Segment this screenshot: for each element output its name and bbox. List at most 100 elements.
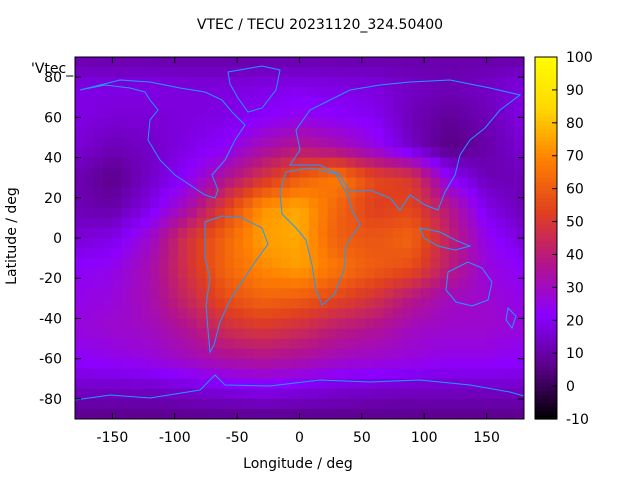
heatmap-cell: [121, 408, 132, 419]
heatmap-cell: [308, 137, 319, 149]
heatmap-cell: [103, 378, 114, 390]
heatmap-cell: [149, 298, 160, 309]
colorbar-tick-label: 20: [566, 313, 584, 329]
heatmap-cell: [374, 378, 385, 390]
heatmap-cell: [411, 207, 422, 219]
heatmap-cell: [262, 167, 273, 179]
heatmap-cell: [290, 67, 301, 78]
heatmap-cell: [290, 167, 301, 179]
heatmap-cell: [187, 77, 198, 88]
heatmap-cell: [168, 348, 179, 360]
heatmap-cell: [393, 278, 403, 289]
heatmap-cell: [439, 57, 450, 68]
heatmap-cell: [346, 328, 357, 340]
heatmap-cell: [336, 368, 347, 380]
heatmap-cell: [280, 107, 291, 118]
heatmap-cell: [187, 197, 198, 209]
heatmap-cell: [514, 157, 524, 169]
heatmap-cell: [131, 157, 142, 169]
colorbar-segment: [535, 89, 557, 94]
heatmap-cell: [84, 207, 95, 219]
heatmap-cell: [458, 388, 469, 400]
heatmap-cell: [168, 288, 179, 299]
heatmap-cell: [458, 398, 469, 410]
heatmap-cell: [140, 328, 151, 340]
coastline-australia: [445, 261, 493, 307]
heatmap-cell: [131, 107, 142, 118]
heatmap-cell: [168, 137, 179, 149]
heatmap-cell: [299, 248, 310, 259]
heatmap-cell: [336, 378, 347, 390]
heatmap-cell: [196, 207, 207, 219]
heatmap-cell: [205, 278, 216, 289]
heatmap-cell: [439, 238, 450, 249]
heatmap-cell: [430, 227, 441, 239]
heatmap-cell: [346, 57, 357, 68]
heatmap-cell: [280, 57, 291, 68]
heatmap-cell: [374, 107, 385, 118]
heatmap-cell: [159, 157, 170, 169]
colorbar-tick-label: 60: [566, 182, 584, 198]
heatmap-cell: [177, 398, 188, 410]
heatmap-cell: [205, 167, 216, 179]
heatmap-cell: [271, 288, 282, 299]
heatmap-cell: [327, 398, 338, 410]
heatmap-cell: [271, 137, 282, 149]
heatmap-cell: [243, 268, 254, 279]
heatmap-cell: [383, 238, 394, 249]
heatmap-cell: [421, 57, 432, 68]
heatmap-cell: [458, 227, 469, 239]
heatmap-cell: [84, 77, 95, 88]
heatmap-cell: [477, 167, 488, 179]
heatmap-cell: [103, 358, 114, 370]
heatmap-cell: [177, 147, 188, 159]
heatmap-cell: [131, 278, 142, 289]
heatmap-cell: [149, 258, 160, 269]
x-tick-label: 150: [473, 430, 500, 446]
heatmap-cell: [458, 87, 469, 98]
heatmap-cell: [514, 87, 524, 98]
heatmap-cell: [364, 378, 375, 390]
heatmap-cell: [318, 238, 329, 249]
heatmap-cell: [421, 358, 432, 370]
heatmap-cell: [149, 217, 160, 229]
heatmap-cell: [205, 288, 216, 299]
heatmap-cell: [262, 348, 273, 360]
heatmap-cell: [355, 107, 366, 118]
heatmap-cell: [280, 368, 291, 380]
heatmap-cell: [177, 167, 188, 179]
heatmap-cell: [308, 177, 319, 189]
heatmap-cell: [149, 117, 160, 128]
heatmap-cell: [505, 328, 516, 340]
heatmap-cell: [467, 258, 478, 269]
heatmap-cell: [458, 348, 469, 360]
heatmap-cell: [364, 348, 375, 360]
heatmap-cell: [495, 388, 506, 400]
heatmap-cell: [149, 288, 160, 299]
heatmap-cell: [439, 358, 450, 370]
y-tick-label: 80: [44, 70, 62, 86]
heatmap-cell: [177, 248, 188, 259]
heatmap-cell: [177, 328, 188, 340]
heatmap-cell: [262, 288, 273, 299]
heatmap-cell: [458, 147, 469, 159]
heatmap-cell: [430, 268, 441, 279]
heatmap-cell: [393, 157, 403, 169]
heatmap-cell: [215, 187, 226, 199]
heatmap-cell: [486, 258, 497, 269]
heatmap-cell: [252, 127, 263, 139]
heatmap-cell: [374, 87, 385, 98]
heatmap-cell: [75, 187, 85, 199]
heatmap-cell: [234, 147, 244, 159]
heatmap-cell: [505, 187, 516, 199]
heatmap-cell: [383, 388, 394, 400]
heatmap-cell: [374, 348, 385, 360]
heatmap-cell: [271, 167, 282, 179]
heatmap-cell: [75, 298, 85, 309]
heatmap-cell: [149, 278, 160, 289]
heatmap-cell: [439, 298, 450, 309]
heatmap-cell: [159, 87, 170, 98]
heatmap-cell: [327, 328, 338, 340]
heatmap-cell: [159, 77, 170, 88]
heatmap-cell: [421, 398, 432, 410]
